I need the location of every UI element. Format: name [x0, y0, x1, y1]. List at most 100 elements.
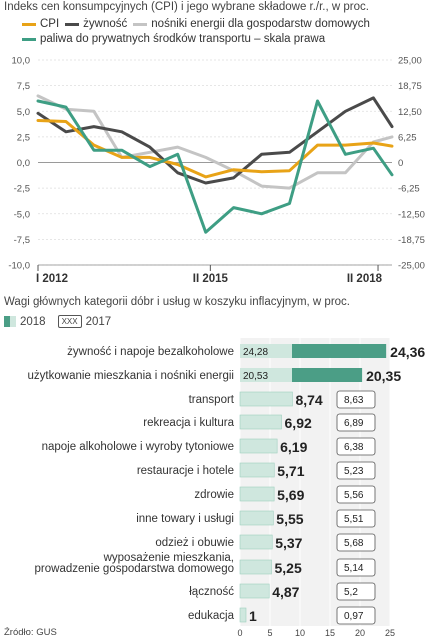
legend-2017-box: XXX	[57, 315, 82, 328]
bar-2018	[239, 391, 293, 407]
x-tick-label: 10	[295, 628, 305, 638]
legend-2018-label: 2018	[20, 315, 46, 328]
x-tick-label: 25	[385, 628, 395, 638]
x-tick-label: 0	[237, 628, 242, 638]
value-2017-label: 0,97	[344, 611, 364, 622]
value-2017-label: 24,28	[243, 347, 268, 358]
value-2018-label: 20,35	[366, 368, 401, 384]
legend-cpi-swatch	[22, 22, 36, 26]
value-2017-box	[336, 437, 376, 456]
value-2017-label: 5,51	[344, 514, 364, 525]
value-2017-box	[336, 485, 376, 504]
value-2017-label: 6,38	[344, 442, 364, 453]
source-footer: Źródło: GUS	[4, 627, 57, 638]
value-2017-label: 5,23	[344, 466, 364, 477]
series-line-cpi	[36, 119, 394, 179]
value-2017-box	[336, 413, 376, 432]
y-left-tick-label: -2,5	[14, 184, 30, 195]
y-left-tick-label: 10,0	[12, 56, 31, 67]
y-right-tick-label: -25,00	[398, 261, 425, 272]
category-label: łączność	[189, 586, 234, 598]
legend-food-label: żywność	[83, 18, 128, 30]
value-2018-label: 5,37	[275, 535, 302, 551]
y-left-tick-label: 2,5	[17, 132, 30, 143]
line-chart: 10,0 7,5 5,0 2,5 0,0 -2,5 -5,0 -7,5 -10,0 25,00 18…	[8, 56, 425, 286]
bar-chart-title: Wagi głównych kategorii dóbr i usług w k…	[4, 296, 350, 308]
bar-2018-light-section	[240, 368, 292, 382]
value-2018-label: 5,69	[277, 487, 304, 503]
bar-2018	[239, 438, 278, 454]
y-right-tick-label: 0	[398, 158, 403, 169]
series-line-fuel	[36, 99, 394, 234]
category-label: wyposażenie mieszkania,	[103, 552, 234, 564]
y-right-tick-label: -12,50	[398, 209, 425, 220]
series-line-food	[36, 96, 394, 185]
legend-fuel-swatch	[22, 37, 36, 41]
legend-cpi: CPI	[22, 18, 59, 30]
y-left-tick-label: 5,0	[17, 107, 30, 118]
value-2018-label: 24,36	[390, 344, 425, 360]
bar-chart: 0 5 10 15 20 25 żywność i napoje bezalkoholowe…	[28, 338, 425, 638]
value-2017-label: 5,14	[344, 563, 364, 574]
bar-2018	[239, 462, 275, 478]
value-2017-label: 5,68	[344, 538, 364, 549]
category-label-line2: prowadzenie gospodarstwa domowego	[35, 563, 234, 575]
value-2017-box	[336, 558, 376, 577]
value-2017-box	[336, 606, 376, 625]
category-label: żywność i napoje bezalkoholowe	[67, 346, 234, 358]
bar-2018	[239, 559, 272, 575]
value-2017-label: 20,53	[243, 371, 268, 382]
line-legend-row-1: CPI żywność nośniki energii dla gospodar…	[22, 18, 376, 30]
value-2017-box	[336, 533, 376, 552]
category-label: zdrowie	[194, 489, 234, 501]
legend-energy: nośniki energii dla gospodarstw domowych	[133, 18, 370, 30]
value-2017-box	[336, 582, 376, 601]
y-left-tick-label: 7,5	[17, 81, 30, 92]
value-2018-label: 6,19	[280, 439, 307, 455]
value-2017-label: 5,2	[344, 587, 358, 598]
legend-food-swatch	[65, 22, 80, 26]
legend-food: żywność	[65, 18, 127, 30]
category-label: edukacja	[188, 610, 235, 622]
legend-cpi-label: CPI	[40, 18, 60, 30]
bar-legend: 2018 XXX 2017	[4, 315, 111, 328]
bar-2018	[239, 414, 282, 430]
bar-plot-background	[240, 338, 390, 626]
y-left-tick-label: -7,5	[14, 235, 30, 246]
y-right-tick-label: 18,75	[398, 81, 422, 92]
x-tick-label: 20	[355, 628, 365, 638]
value-2018-label: 6,92	[285, 415, 312, 431]
value-2018-label: 4,87	[272, 584, 299, 600]
category-label: napoje alkoholowe i wyroby tytoniowe	[42, 441, 234, 453]
category-label: użytkowanie mieszkania i nośniki energii	[28, 370, 234, 382]
y-right-tick-label: 12,50	[398, 107, 422, 118]
bar-2018	[239, 510, 274, 526]
value-2018-label: 1	[249, 608, 257, 624]
y-right-tick-label: 6,25	[398, 132, 417, 143]
line-chart-title: Indeks cen konsumpcyjnych (CPI) i jego w…	[4, 1, 369, 13]
value-2017-label: 6,89	[344, 418, 364, 429]
value-2017-label: 5,56	[344, 490, 364, 501]
legend-energy-swatch	[133, 22, 148, 26]
category-label: rekreacja i kultura	[143, 417, 234, 429]
x-tick-label: 5	[267, 628, 272, 638]
y-right-tick-label: 25,00	[398, 56, 422, 67]
series-line-energy	[36, 94, 394, 190]
y-left-tick-label: 0,0	[17, 158, 30, 169]
category-label: restauracje i hotele	[137, 465, 234, 477]
x-tick-label: II 2018	[347, 273, 383, 285]
category-label: odzież i obuwie	[155, 537, 234, 549]
category-label: inne towary i usługi	[136, 513, 234, 525]
y-right-tick-label: -6,25	[398, 184, 420, 195]
value-2017-box	[336, 509, 376, 528]
bar-2018	[239, 607, 247, 623]
category-label: transport	[189, 394, 235, 406]
value-2017-box	[336, 461, 376, 480]
value-2018-label: 5,25	[275, 560, 302, 576]
legend-2018-swatch	[4, 316, 16, 327]
legend-fuel: paliwa do prywatnych środków transportu …	[22, 33, 325, 45]
bar-2018	[239, 583, 270, 599]
y-left-tick-label: -5,0	[14, 209, 30, 220]
legend-energy-label: nośniki energii dla gospodarstw domowych	[151, 18, 370, 30]
value-2018-label: 5,55	[276, 511, 303, 527]
